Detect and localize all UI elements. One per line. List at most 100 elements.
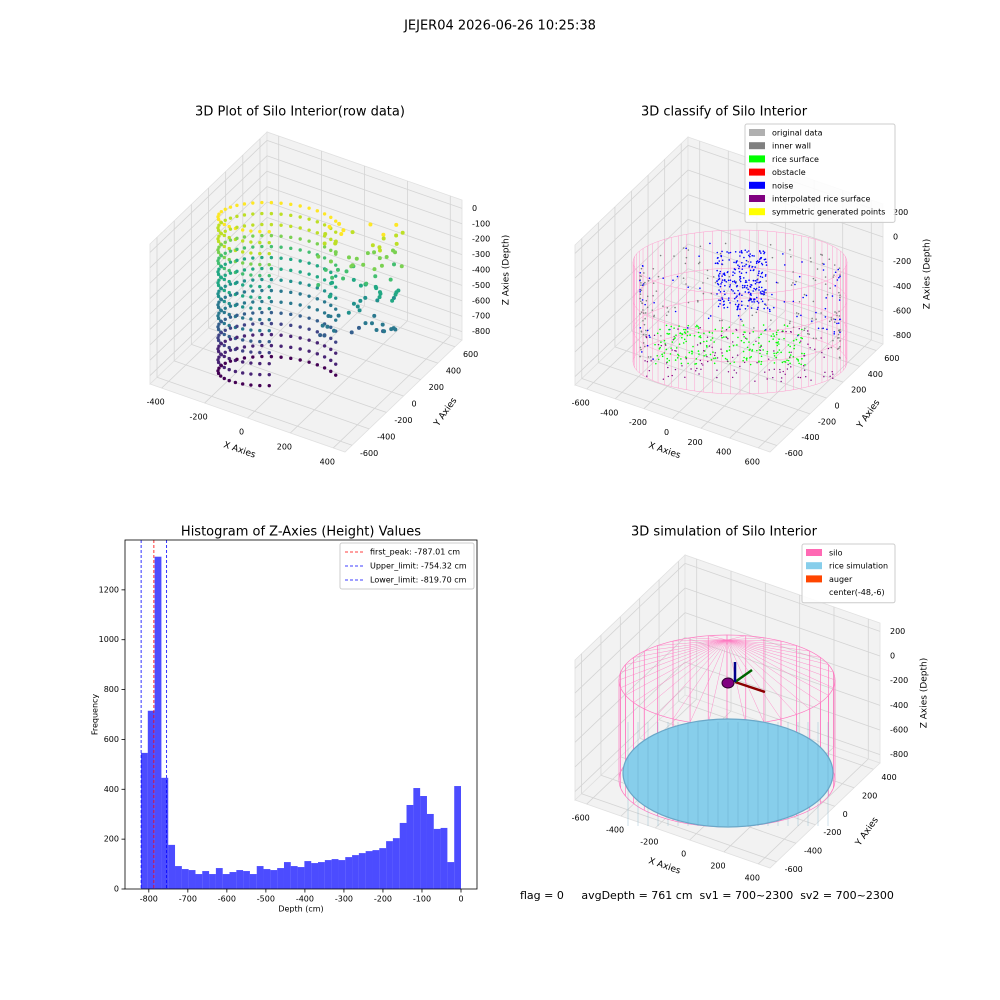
grid-line — [684, 563, 881, 632]
point — [315, 264, 320, 268]
point — [684, 262, 687, 265]
point — [833, 321, 836, 323]
grid-line — [574, 686, 686, 792]
point — [329, 237, 333, 242]
point — [298, 303, 302, 307]
point — [746, 251, 748, 253]
point — [377, 256, 382, 261]
point — [298, 259, 302, 263]
bar — [324, 860, 332, 889]
point — [745, 279, 747, 282]
point — [718, 299, 720, 301]
point — [768, 308, 771, 311]
point — [803, 327, 806, 330]
point — [710, 358, 713, 361]
point — [219, 286, 224, 291]
point — [821, 262, 824, 265]
x-tick-label: -600 — [218, 895, 236, 904]
point — [334, 307, 338, 311]
point — [754, 288, 757, 291]
point — [721, 259, 724, 262]
point — [812, 277, 815, 280]
point — [228, 348, 233, 352]
x-tick-label: -100 — [413, 895, 431, 904]
grid-line — [242, 294, 438, 364]
point — [839, 345, 841, 348]
point — [678, 325, 680, 327]
point — [643, 345, 646, 348]
point — [682, 342, 685, 344]
y-tick-label: 0 — [835, 402, 840, 411]
point — [726, 336, 728, 339]
point — [269, 277, 274, 282]
point — [216, 316, 221, 321]
point — [240, 250, 245, 254]
point — [777, 282, 779, 284]
y-tick-label: -200 — [823, 828, 841, 837]
grid-line — [574, 169, 689, 279]
point — [760, 298, 763, 300]
point — [721, 275, 723, 277]
bar — [311, 863, 319, 889]
silo-spoke — [672, 639, 728, 642]
point — [642, 342, 645, 344]
point — [647, 279, 650, 282]
point — [749, 297, 752, 300]
point — [749, 253, 752, 255]
point — [838, 356, 841, 359]
point — [709, 315, 712, 317]
y-tick-label: 400 — [868, 370, 883, 379]
bar — [236, 870, 244, 889]
point — [763, 307, 765, 310]
point — [820, 337, 822, 339]
point — [318, 333, 323, 338]
point — [756, 349, 758, 352]
point — [279, 212, 283, 216]
point — [260, 354, 264, 359]
point — [740, 339, 743, 342]
point — [242, 301, 247, 305]
point — [777, 329, 779, 332]
point — [258, 273, 262, 278]
point — [251, 311, 255, 315]
point — [267, 361, 271, 366]
grid-line — [684, 686, 881, 755]
silo-ring — [632, 297, 848, 363]
point — [315, 363, 320, 367]
point — [793, 344, 796, 347]
point — [269, 233, 274, 238]
point — [834, 271, 837, 274]
point — [240, 283, 245, 287]
silo-spoke — [708, 635, 728, 641]
point — [730, 288, 733, 291]
point — [227, 268, 231, 273]
point — [839, 340, 841, 342]
grid-line — [687, 243, 884, 312]
point — [789, 320, 791, 323]
point — [674, 349, 676, 352]
point — [249, 240, 253, 244]
legend-label: center(-48,-6) — [829, 588, 885, 597]
point — [787, 344, 790, 346]
point — [748, 349, 751, 351]
point — [329, 369, 333, 374]
point — [716, 280, 718, 283]
point — [836, 279, 839, 281]
point — [773, 335, 776, 337]
legend-swatch — [749, 129, 765, 136]
point — [839, 274, 841, 276]
point — [249, 361, 253, 365]
point — [217, 267, 221, 271]
bar — [209, 874, 216, 889]
point — [821, 351, 823, 354]
point — [322, 366, 327, 370]
point — [742, 324, 745, 326]
point — [728, 349, 731, 351]
point — [249, 229, 253, 233]
legend-label: obstacle — [772, 168, 806, 177]
point — [228, 304, 233, 308]
point — [766, 307, 769, 309]
grid-line — [664, 298, 860, 367]
point — [731, 280, 734, 283]
point — [327, 294, 332, 299]
